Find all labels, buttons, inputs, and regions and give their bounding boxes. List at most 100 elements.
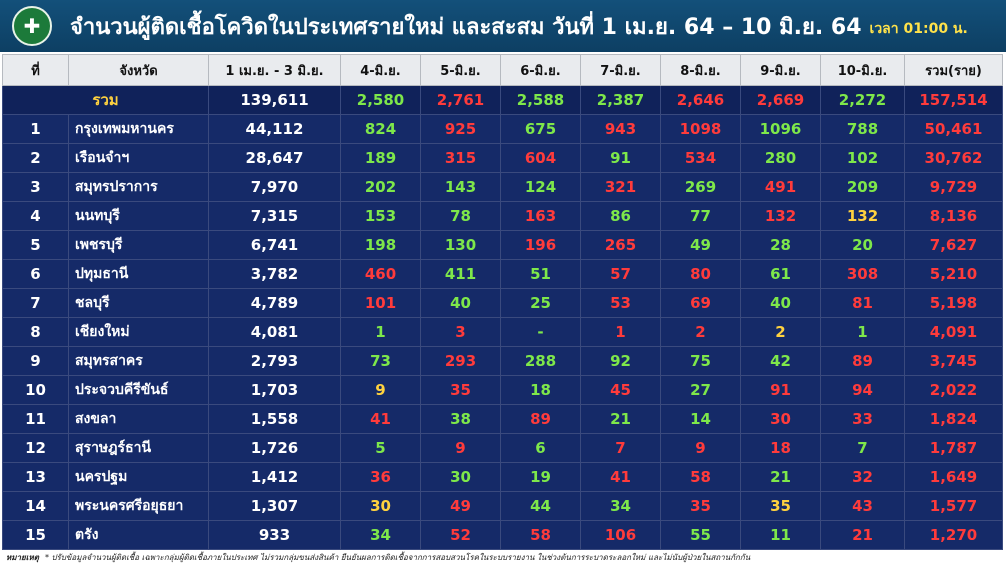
daily-count: 21	[740, 462, 821, 492]
table-row: 15 ตรัง 933 34 52 58 106 55 11 21 1,270	[2, 520, 1003, 550]
base-count: 1,703	[208, 375, 341, 405]
row-number: 9	[2, 346, 69, 376]
daily-count: 925	[420, 114, 501, 144]
col-header-day: 5-มิ.ย.	[420, 54, 501, 86]
covid-cases-table: ที่ จังหวัด 1 เม.ย. - 3 มิ.ย. 4-มิ.ย. 5-…	[2, 54, 1003, 550]
daily-count: 3	[420, 317, 501, 347]
daily-count: 202	[340, 172, 421, 202]
col-header-day: 4-มิ.ย.	[340, 54, 421, 86]
province-name: สุราษฎร์ธานี	[68, 433, 209, 463]
daily-count: 943	[580, 114, 661, 144]
daily-count: -	[500, 317, 581, 347]
daily-count: 58	[660, 462, 741, 492]
daily-count: 308	[820, 259, 905, 289]
daily-count: 35	[420, 375, 501, 405]
daily-count: 1	[580, 317, 661, 347]
daily-count: 44	[500, 491, 581, 521]
province-name: นครปฐม	[68, 462, 209, 492]
base-count: 7,970	[208, 172, 341, 202]
province-name: ชลบุรี	[68, 288, 209, 318]
daily-count: 604	[500, 143, 581, 173]
daily-count: 21	[820, 520, 905, 550]
header-banner: ✚ จำนวนผู้ติดเชื้อโควิดในประเทศรายใหม่ แ…	[0, 0, 1006, 52]
daily-count: 30	[420, 462, 501, 492]
daily-count: 58	[500, 520, 581, 550]
daily-count: 198	[340, 230, 421, 260]
province-name: เพชรบุรี	[68, 230, 209, 260]
row-number: 5	[2, 230, 69, 260]
daily-count: 2	[660, 317, 741, 347]
daily-count: 9	[420, 433, 501, 463]
base-count: 4,081	[208, 317, 341, 347]
page-title: จำนวนผู้ติดเชื้อโควิดในประเทศรายใหม่ และ…	[70, 14, 862, 40]
daily-count: 6	[500, 433, 581, 463]
total-label: รวม	[2, 85, 209, 115]
daily-count: 7	[580, 433, 661, 463]
daily-count: 11	[740, 520, 821, 550]
daily-count: 196	[500, 230, 581, 260]
daily-count: 288	[500, 346, 581, 376]
daily-count: 35	[660, 491, 741, 521]
province-name: สมุทรปราการ	[68, 172, 209, 202]
daily-count: 55	[660, 520, 741, 550]
table-row: 5 เพชรบุรี 6,741 198 130 196 265 49 28 20 7,627	[2, 230, 1003, 260]
daily-count: 675	[500, 114, 581, 144]
total-day-value: 2,646	[660, 85, 741, 115]
col-header-no: ที่	[2, 54, 69, 86]
footnote: หมายเหตุ * ปรับข้อมูลจำนวนผู้ติดเชื้อ เฉพ…	[6, 551, 750, 564]
table-row: 14 พระนครศรีอยุธยา 1,307 30 49 44 34 35 35 43 1,57…	[2, 491, 1003, 521]
row-sum: 3,745	[904, 346, 1003, 376]
col-header-day: 10-มิ.ย.	[820, 54, 905, 86]
col-header-day: 7-มิ.ย.	[580, 54, 661, 86]
daily-count: 280	[740, 143, 821, 173]
base-count: 6,741	[208, 230, 341, 260]
daily-count: 28	[740, 230, 821, 260]
daily-count: 78	[420, 201, 501, 231]
daily-count: 51	[500, 259, 581, 289]
daily-count: 43	[820, 491, 905, 521]
daily-count: 14	[660, 404, 741, 434]
daily-count: 25	[500, 288, 581, 318]
row-number: 12	[2, 433, 69, 463]
daily-count: 73	[340, 346, 421, 376]
row-number: 13	[2, 462, 69, 492]
total-day-value: 2,669	[740, 85, 821, 115]
row-number: 6	[2, 259, 69, 289]
province-name: ปทุมธานี	[68, 259, 209, 289]
daily-count: 124	[500, 172, 581, 202]
row-sum: 30,762	[904, 143, 1003, 173]
daily-count: 269	[660, 172, 741, 202]
daily-count: 534	[660, 143, 741, 173]
daily-count: 1096	[740, 114, 821, 144]
daily-count: 77	[660, 201, 741, 231]
table-row: 11 สงขลา 1,558 41 38 89 21 14 30 33 1,824	[2, 404, 1003, 434]
daily-count: 42	[740, 346, 821, 376]
base-count: 1,412	[208, 462, 341, 492]
total-base: 139,611	[208, 85, 341, 115]
base-count: 2,793	[208, 346, 341, 376]
base-count: 4,789	[208, 288, 341, 318]
daily-count: 130	[420, 230, 501, 260]
daily-count: 53	[580, 288, 661, 318]
daily-count: 106	[580, 520, 661, 550]
col-header-base: 1 เม.ย. - 3 มิ.ย.	[208, 54, 341, 86]
daily-count: 132	[820, 201, 905, 231]
row-number: 2	[2, 143, 69, 173]
daily-count: 101	[340, 288, 421, 318]
daily-count: 824	[340, 114, 421, 144]
daily-count: 30	[340, 491, 421, 521]
row-sum: 1,649	[904, 462, 1003, 492]
row-number: 8	[2, 317, 69, 347]
province-name: กรุงเทพมหานคร	[68, 114, 209, 144]
table-row: 8 เชียงใหม่ 4,081 1 3-1 2 2 1 4,091	[2, 317, 1003, 347]
base-count: 1,307	[208, 491, 341, 521]
daily-count: 33	[820, 404, 905, 434]
daily-count: 1	[340, 317, 421, 347]
daily-count: 49	[420, 491, 501, 521]
province-name: เชียงใหม่	[68, 317, 209, 347]
province-name: เรือนจำฯ	[68, 143, 209, 173]
row-number: 1	[2, 114, 69, 144]
update-time: เวลา 01:00 น.	[869, 21, 968, 37]
row-sum: 2,022	[904, 375, 1003, 405]
daily-count: 163	[500, 201, 581, 231]
